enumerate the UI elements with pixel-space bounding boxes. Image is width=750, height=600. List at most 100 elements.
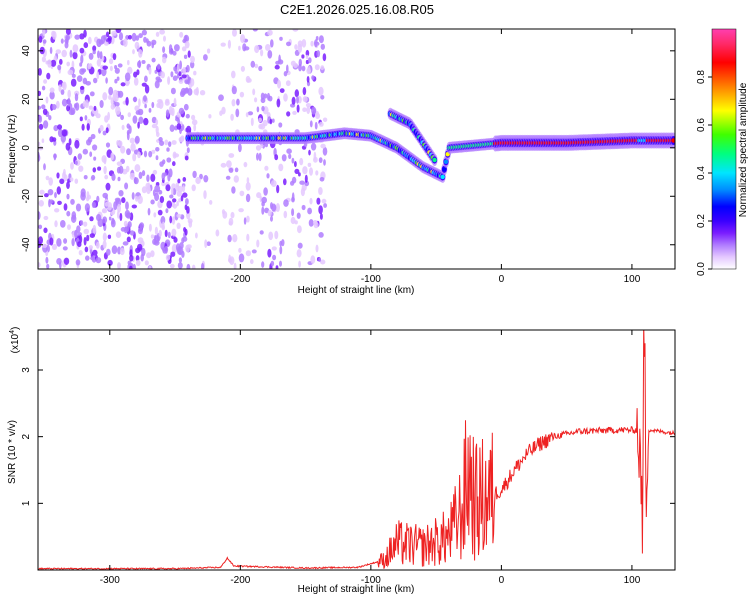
noise-blob <box>323 159 326 166</box>
noise-blob <box>126 80 130 85</box>
noise-blob <box>315 170 319 176</box>
noise-blob <box>261 105 265 112</box>
noise-blob <box>80 54 84 64</box>
noise-blob <box>85 81 91 86</box>
noise-blob <box>66 193 70 200</box>
noise-blob <box>193 123 197 132</box>
noise-blob <box>146 252 152 259</box>
noise-blob <box>60 220 66 228</box>
noise-blob <box>320 143 326 149</box>
noise-blob <box>54 192 57 199</box>
y-tick-label: -40 <box>21 237 32 252</box>
noise-blob <box>265 44 271 51</box>
noise-blob <box>105 182 111 191</box>
noise-blob <box>95 241 100 249</box>
noise-blob <box>118 140 123 147</box>
noise-blob <box>235 108 240 118</box>
noise-blob <box>92 224 97 234</box>
noise-blob <box>279 36 283 41</box>
noise-blob <box>49 46 53 55</box>
noise-blob <box>246 233 250 242</box>
noise-blob <box>102 130 107 136</box>
noise-blob <box>42 108 48 116</box>
noise-blob <box>58 84 62 92</box>
noise-blob <box>296 212 301 219</box>
noise-blob <box>74 178 79 184</box>
noise-blob <box>123 220 128 227</box>
noise-blob <box>296 96 299 104</box>
noise-blob <box>61 129 68 137</box>
noise-blob <box>131 192 135 200</box>
noise-blob <box>246 215 250 223</box>
noise-blob <box>260 49 264 57</box>
noise-blob <box>152 169 158 175</box>
noise-blob <box>313 108 316 114</box>
noise-blob <box>138 33 143 39</box>
noise-blob <box>318 121 324 127</box>
noise-blob <box>203 54 208 61</box>
noise-blob <box>123 38 128 47</box>
noise-blob <box>120 227 126 232</box>
x-tick-label: -200 <box>230 575 250 586</box>
noise-blob <box>82 148 89 155</box>
noise-blob <box>323 203 327 208</box>
noise-blob <box>174 44 180 52</box>
noise-blob <box>169 263 175 269</box>
noise-blob <box>45 96 49 104</box>
noise-blob <box>105 31 110 38</box>
noise-blob <box>164 139 169 146</box>
noise-blob <box>79 33 85 40</box>
noise-blob <box>49 87 55 93</box>
colorbar-label: Normalized spectral amplitude <box>738 82 749 217</box>
noise-blob <box>89 151 93 157</box>
noise-blob <box>238 45 241 51</box>
noise-blob <box>264 165 269 171</box>
noise-blob <box>55 100 60 109</box>
noise-blob <box>281 154 287 162</box>
noise-blob <box>68 138 72 146</box>
noise-blob <box>111 217 115 225</box>
noise-blob <box>314 121 318 130</box>
noise-blob <box>89 91 95 97</box>
noise-blob <box>59 178 65 185</box>
noise-blob <box>285 80 291 87</box>
noise-blob <box>255 145 262 151</box>
noise-blob <box>38 115 43 123</box>
noise-blob <box>144 84 150 94</box>
noise-blob <box>286 148 292 154</box>
noise-blob <box>42 243 48 248</box>
noise-blob <box>82 100 87 108</box>
noise-blob <box>318 86 324 96</box>
noise-blob <box>279 88 285 93</box>
noise-blob <box>302 87 307 96</box>
noise-blob <box>154 226 158 236</box>
noise-blob <box>293 62 298 69</box>
noise-blob <box>321 198 327 204</box>
noise-blob <box>169 215 173 224</box>
noise-blob <box>181 46 187 52</box>
noise-blob <box>105 127 109 134</box>
noise-blob <box>304 174 308 183</box>
noise-blob <box>315 111 319 116</box>
x-tick-label: 100 <box>624 274 641 285</box>
noise-blob <box>111 245 118 255</box>
noise-blob <box>108 216 112 221</box>
noise-blob <box>83 175 88 180</box>
noise-blob <box>131 204 137 209</box>
noise-blob <box>306 106 311 115</box>
noise-blob <box>151 123 157 129</box>
noise-blob <box>318 205 323 215</box>
noise-blob <box>77 241 82 248</box>
noise-blob <box>184 204 188 211</box>
noise-blob <box>208 114 212 119</box>
noise-blob <box>45 256 49 264</box>
noise-blob <box>79 47 85 54</box>
noise-blob <box>165 109 170 118</box>
noise-blob <box>277 59 284 65</box>
noise-blob <box>148 108 152 113</box>
noise-blob <box>148 150 153 158</box>
noise-blob <box>137 195 143 205</box>
noise-blob <box>162 46 166 53</box>
noise-blob <box>322 53 327 62</box>
noise-blob <box>195 176 201 185</box>
